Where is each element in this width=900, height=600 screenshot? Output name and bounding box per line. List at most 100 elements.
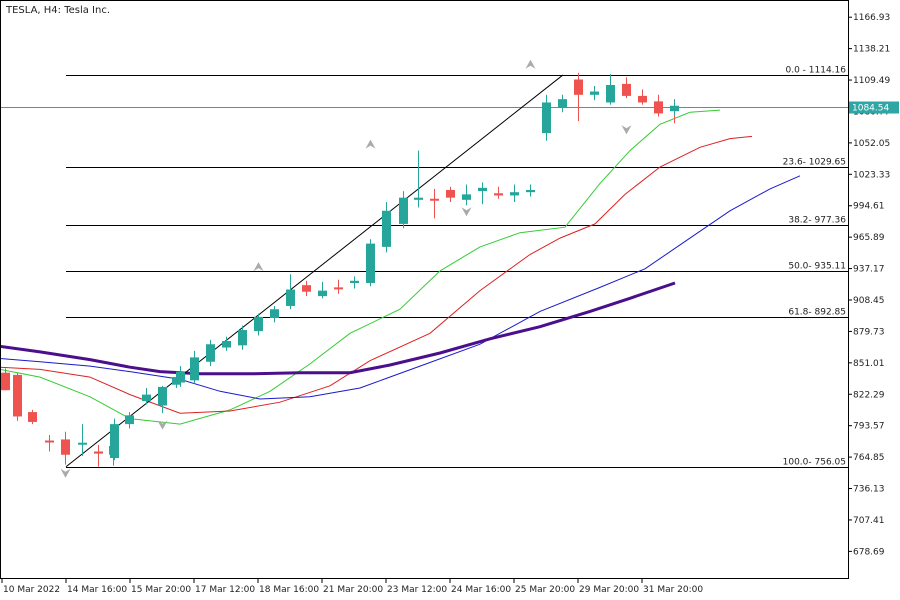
candle: [670, 100, 679, 116]
fib-label-38.2: 38.2- 977.36: [788, 216, 846, 226]
candle-body-bull: [510, 192, 519, 196]
candle-body-bear: [28, 412, 37, 422]
moving-average-red: [0, 135, 753, 414]
candle: [334, 279, 343, 294]
candle-body-bull: [366, 243, 375, 283]
time-tick-label: 21 Mar 20:00: [323, 585, 383, 595]
candle-body-bull: [270, 309, 279, 318]
time-tick-label: 23 Mar 12:00: [387, 585, 447, 595]
price-tick-label: 822.29: [853, 390, 885, 400]
price-tick-label: 937.17: [853, 265, 885, 275]
candle-body-bear: [446, 189, 455, 198]
price-tick-label: 851.01: [853, 359, 885, 369]
candle-body-bear: [13, 374, 22, 417]
chart-title: TESLA, H4: Tesla Inc.: [5, 5, 110, 16]
candle: [590, 86, 599, 101]
price-tick-label: 1166.93: [853, 13, 890, 23]
fibonacci-trendline: [65, 74, 564, 468]
candle-body-bear: [574, 79, 583, 95]
fib-label-50.0: 50.0- 935.11: [788, 262, 846, 272]
fractal-down-arrow: [60, 468, 71, 478]
current-price-label: 1084.54: [852, 104, 889, 114]
candle: [125, 412, 134, 429]
candle: [606, 74, 615, 105]
candle: [399, 191, 408, 229]
candle: [430, 188, 439, 219]
time-tick-label: 29 Mar 20:00: [579, 585, 639, 595]
candle-body-bull: [462, 194, 471, 200]
fib-label-23.6: 23.6- 1029.65: [783, 158, 846, 168]
candle-body-bull: [254, 316, 263, 332]
fib-label-100.0: 100.0- 756.05: [783, 458, 846, 468]
chart-frame: [0, 0, 849, 579]
price-tick-label: 1052.05: [853, 139, 890, 149]
candle: [254, 313, 263, 336]
candle: [222, 336, 231, 351]
candle-body-bear: [45, 440, 54, 443]
price-tick-label: 879.73: [853, 327, 885, 337]
candle-body-bear: [622, 83, 631, 96]
candle: [446, 186, 455, 203]
price-tick-label: 1109.49: [853, 76, 890, 86]
candle: [558, 94, 567, 113]
candle: [462, 184, 471, 206]
candlesticks: [1, 72, 679, 467]
fractal-down-arrow: [621, 125, 632, 135]
candle-body-bull: [206, 344, 215, 362]
candle-body-bear: [302, 285, 311, 292]
candle-body-bull: [286, 289, 295, 306]
candle: [158, 385, 167, 414]
candle-body-bear: [334, 287, 343, 290]
price-tick-label: 994.61: [853, 202, 885, 212]
fractal-markers: [60, 59, 632, 478]
time-tick-label: 15 Mar 20:00: [131, 585, 191, 595]
candle: [638, 89, 647, 105]
candle: [270, 305, 279, 323]
candle: [510, 184, 519, 203]
price-tick-label: 908.45: [853, 296, 885, 306]
candle-body-bull: [670, 105, 679, 112]
price-tick-label: 764.85: [853, 453, 885, 463]
candle-body-bull: [526, 189, 535, 193]
candle: [28, 409, 37, 425]
fractal-down-arrow: [461, 207, 472, 217]
price-tick-label: 965.89: [853, 233, 885, 243]
candle-body-bear: [638, 95, 647, 103]
candle-body-bull: [78, 442, 87, 445]
current-price-tag: 1084.54: [849, 101, 899, 114]
candle-body-bull: [414, 197, 423, 200]
axes: [0, 0, 849, 579]
candle-body-bear: [654, 101, 663, 114]
candle: [542, 94, 551, 141]
fractal-up-arrow: [525, 59, 536, 69]
time-tick-label: 25 Mar 20:00: [515, 585, 575, 595]
candle: [45, 435, 54, 452]
fractal-up-arrow: [253, 262, 264, 272]
price-tick-label: 1138.21: [853, 45, 890, 55]
candle-body-bull: [142, 394, 151, 402]
price-tick-label: 1023.33: [853, 170, 890, 180]
candle-body-bear: [430, 198, 439, 201]
candle-body-bull: [158, 386, 167, 406]
time-tick-label: 17 Mar 12:00: [195, 585, 255, 595]
candle: [286, 274, 295, 310]
candle: [318, 281, 327, 299]
candle: [190, 350, 199, 384]
candle: [654, 94, 663, 117]
candle: [574, 72, 583, 122]
candle-body-bull: [176, 371, 185, 383]
candle-body-bull: [399, 197, 408, 224]
candle: [494, 186, 503, 199]
candle: [302, 280, 311, 297]
candle: [478, 182, 487, 205]
candle: [61, 431, 70, 465]
candle-body-bull: [606, 84, 615, 103]
candle-body-bull: [238, 330, 247, 346]
candle: [366, 239, 375, 287]
candle-body-bull: [222, 340, 231, 348]
time-tick-label: 10 Mar 2022: [3, 585, 60, 595]
candle-body-bear: [94, 451, 103, 454]
candle-body-bear: [61, 439, 70, 455]
time-tick-label: 14 Mar 16:00: [67, 585, 127, 595]
